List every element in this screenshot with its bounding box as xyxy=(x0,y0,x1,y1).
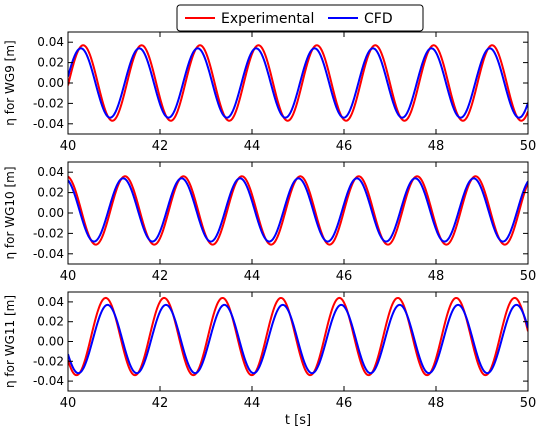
y-tick-label: -0.02 xyxy=(33,226,64,240)
x-tick-label: 40 xyxy=(60,139,77,154)
x-tick-label: 42 xyxy=(152,139,169,154)
x-tick-label: 40 xyxy=(60,269,77,284)
series-line-experimental xyxy=(68,44,528,122)
x-tick-label: 46 xyxy=(336,269,353,284)
y-tick-label: 0.02 xyxy=(37,315,64,329)
y-tick-label: 0.00 xyxy=(37,206,64,220)
x-tick-label: 42 xyxy=(152,269,169,284)
subplot-3: 40 42 44 46 48 50 -0.04 -0.02 0.00 0.02 0.04 η for … xyxy=(3,291,537,411)
y-tick-label: 0.02 xyxy=(37,186,64,200)
legend: Experimental CFD xyxy=(176,4,424,32)
x-tick-label: 44 xyxy=(244,139,261,154)
series-line-cfd xyxy=(68,177,528,243)
x-tick-label: 44 xyxy=(244,396,261,411)
series-line-experimental xyxy=(68,175,528,246)
subplot-1: 40 42 44 46 48 50 -0.04 -0.02 0.00 0.02 0.04 η for … xyxy=(3,31,537,154)
y-tick-label: -0.04 xyxy=(33,247,64,261)
y-tick-label: 0.04 xyxy=(37,295,64,309)
x-axis-label: t [s] xyxy=(285,413,311,428)
legend-label: CFD xyxy=(364,11,393,27)
series-line-cfd xyxy=(68,303,528,375)
y-tick-label: -0.04 xyxy=(33,374,64,388)
x-tick-label: 50 xyxy=(520,139,537,154)
x-tick-label: 50 xyxy=(520,396,537,411)
x-tick-label: 50 xyxy=(520,269,537,284)
x-tick-label: 44 xyxy=(244,269,261,284)
x-tick-label: 48 xyxy=(428,396,445,411)
y-tick-label: -0.02 xyxy=(33,96,64,110)
subplot-2: 40 42 44 46 48 50 -0.04 -0.02 0.00 0.02 0.04 η for … xyxy=(3,161,537,284)
y-axis-label: η for WG9 [m] xyxy=(3,40,17,125)
y-tick-label: 0.00 xyxy=(37,76,64,90)
y-axis-label: η for WG11 [m] xyxy=(3,295,17,388)
y-tick-label: 0.02 xyxy=(37,56,64,70)
legend-label: Experimental xyxy=(221,11,314,27)
y-tick-label: 0.00 xyxy=(37,335,64,349)
y-tick-label: -0.02 xyxy=(33,354,64,368)
x-tick-label: 46 xyxy=(336,139,353,154)
legend-box xyxy=(176,4,424,32)
y-tick-label: 0.04 xyxy=(37,165,64,179)
x-tick-label: 48 xyxy=(428,269,445,284)
x-tick-label: 48 xyxy=(428,139,445,154)
y-tick-label: -0.04 xyxy=(33,117,64,131)
x-tick-label: 46 xyxy=(336,396,353,411)
series-line-experimental xyxy=(68,296,528,377)
x-tick-label: 42 xyxy=(152,396,169,411)
y-axis-label: η for WG10 [m] xyxy=(3,166,17,259)
y-tick-label: 0.04 xyxy=(37,35,64,49)
x-tick-label: 40 xyxy=(60,396,77,411)
series-line-cfd xyxy=(68,47,528,119)
